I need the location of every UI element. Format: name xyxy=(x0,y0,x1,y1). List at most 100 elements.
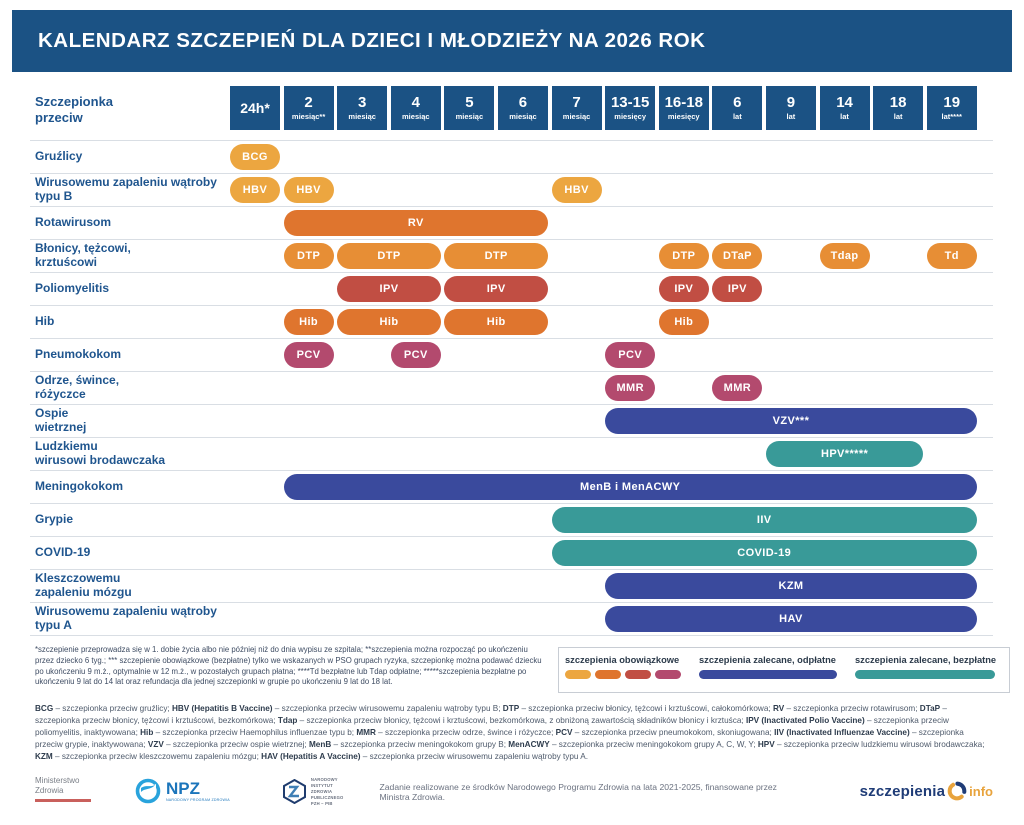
column-header: 4 miesiąc xyxy=(390,86,441,130)
legend-swatch xyxy=(655,670,681,679)
vaccine-row: Wirusowemu zapaleniu wątroby typu B HBV HBV… xyxy=(30,174,993,207)
column-header: 14 lat xyxy=(819,86,870,130)
vaccine-row: COVID-19 COVID-19 xyxy=(30,537,993,570)
nizp-hexagon-icon xyxy=(282,779,306,804)
row-label: Wirusowemu zapaleniu wątroby typu A xyxy=(35,604,217,632)
vaccine-pill: VZV*** xyxy=(605,408,977,434)
footer-bar: Ministerstwo Zdrowia NPZ NARODOWY PROGRA… xyxy=(35,776,993,806)
vaccine-pill: HBV xyxy=(551,177,602,203)
column-header: 5 miesiąc xyxy=(444,86,495,130)
vaccine-pill: Tdap xyxy=(819,243,870,269)
vaccine-row: Odrze, śwince, różyczce MMR MMR xyxy=(30,372,993,405)
header-banner: KALENDARZ SZCZEPIEŃ DLA DZIECI I MŁODZIE… xyxy=(12,10,1012,72)
column-header: 18 lat xyxy=(873,86,924,130)
column-header: 6 lat xyxy=(712,86,763,130)
schedule-table: Gruźlicy BCG Wirusowemu zapaleniu wątroby t… xyxy=(30,140,993,636)
column-header: 7 miesiąc xyxy=(551,86,602,130)
row-label: Błonicy, tężcowi, krztuścowi xyxy=(35,241,131,269)
vaccine-pill: HBV xyxy=(230,177,280,203)
legend-box: szczepienia obowiązkowe szczepienia zalec… xyxy=(558,647,1010,693)
column-header: 2 miesiąc** xyxy=(283,86,334,130)
vaccine-row: Gruźlicy BCG xyxy=(30,141,993,174)
npz-swoosh-icon xyxy=(135,778,161,804)
vaccine-row: Pneumokokom PCV PCV PCV xyxy=(30,339,993,372)
vaccine-pill: IPV xyxy=(658,276,709,302)
szczepienia-info-ring-icon xyxy=(947,781,967,801)
vaccine-pill: Td xyxy=(926,243,977,269)
row-label: COVID-19 xyxy=(35,545,91,560)
row-label: Wirusowemu zapaleniu wątroby typu B xyxy=(35,175,217,203)
vaccine-pill: Hib xyxy=(283,309,334,335)
row-label: Ospie wietrznej xyxy=(35,406,87,434)
page-title: KALENDARZ SZCZEPIEŃ DLA DZIECI I MŁODZIE… xyxy=(38,29,706,52)
vaccine-pill: DTP xyxy=(337,243,441,269)
vaccine-pill: IIV xyxy=(551,507,977,533)
column-header: 9 lat xyxy=(765,86,816,130)
column-header: 6 miesiąc xyxy=(497,86,548,130)
vaccine-pill: BCG xyxy=(230,144,280,170)
column-headers: 24h* 2 miesiąc** 3 miesiąc 4 miesiąc 5 miesiąc 6 m… xyxy=(230,86,977,130)
vaccine-row: Meningokokom MenB i MenACWY xyxy=(30,471,993,504)
vaccine-pill: COVID-19 xyxy=(551,540,977,566)
row-label: Hib xyxy=(35,314,55,329)
footnotes-text: *szczepienie przeprowadza się w 1. dobie… xyxy=(35,645,542,687)
szczepienia-info-logo: szczepienia info xyxy=(860,780,993,802)
row-label: Ludzkiemu wirusowi brodawczaka xyxy=(35,439,166,467)
axis-label: Szczepionka przeciw xyxy=(35,94,114,126)
row-label: Grypie xyxy=(35,512,74,527)
legend-swatch xyxy=(595,670,621,679)
vaccine-row: Ludzkiemu wirusowi brodawczaka HPV***** xyxy=(30,438,993,471)
vaccine-pill: MMR xyxy=(712,375,763,401)
legend-swatch xyxy=(565,670,591,679)
row-label: Poliomyelitis xyxy=(35,281,110,296)
row-label: Rotawirusom xyxy=(35,215,112,230)
row-label: Pneumokokom xyxy=(35,347,122,362)
vaccine-pill: PCV xyxy=(283,342,334,368)
vaccine-pill: PCV xyxy=(390,342,441,368)
vaccine-pill: DTP xyxy=(658,243,709,269)
vaccine-pill: MenB i MenACWY xyxy=(283,474,977,500)
nizp-pzh-logo: NARODOWY INSTYTUT ZDROWIA PUBLICZNEGO PZH – … xyxy=(282,777,344,806)
vaccine-pill: PCV xyxy=(605,342,656,368)
vaccine-row: Grypie IIV xyxy=(30,504,993,537)
vaccine-pill: Hib xyxy=(444,309,548,335)
legend-item: szczepienia zalecane, odpłatne xyxy=(699,655,837,692)
vaccine-row: Kleszczowemu zapaleniu mózgu KZM xyxy=(30,570,993,603)
npz-logo: NPZ NARODOWY PROGRAM ZDROWIA xyxy=(135,778,230,804)
column-header: 19 lat**** xyxy=(926,86,977,130)
funding-statement: Zadanie realizowane ze środków Narodoweg… xyxy=(379,782,777,802)
vaccine-row: Wirusowemu zapaleniu wątroby typu A HAV xyxy=(30,603,993,636)
vaccine-row: Poliomyelitis IPV IPV IPV IPV xyxy=(30,273,993,306)
row-label: Odrze, śwince, różyczce xyxy=(35,373,120,401)
vaccine-pill: DTP xyxy=(444,243,548,269)
legend-swatch xyxy=(625,670,651,679)
poland-flag-bar xyxy=(35,799,91,803)
column-header: 3 miesiąc xyxy=(337,86,388,130)
legend-swatch xyxy=(699,670,837,679)
vaccine-pill: HPV***** xyxy=(766,441,924,467)
column-header: 16-18 miesięcy xyxy=(658,86,709,130)
vaccine-pill: Hib xyxy=(658,309,709,335)
column-header: 24h* xyxy=(230,86,280,130)
vaccine-pill: DTP xyxy=(283,243,334,269)
row-label: Meningokokom xyxy=(35,479,124,494)
vaccine-pill: KZM xyxy=(605,573,977,599)
row-label: Kleszczowemu zapaleniu mózgu xyxy=(35,571,132,599)
legend-swatch xyxy=(855,670,995,679)
vaccine-pill: IPV xyxy=(444,276,548,302)
vaccine-row: Hib Hib Hib Hib Hib xyxy=(30,306,993,339)
vaccine-pill: MMR xyxy=(605,375,656,401)
vaccine-row: Rotawirusom RV xyxy=(30,207,993,240)
vaccine-pill: RV xyxy=(283,210,548,236)
vaccine-pill: IPV xyxy=(337,276,441,302)
vaccine-pill: HAV xyxy=(605,606,977,632)
vaccine-pill: IPV xyxy=(712,276,763,302)
ministry-of-health-logo: Ministerstwo Zdrowia xyxy=(35,776,91,803)
legend-item: szczepienia zalecane, bezpłatne xyxy=(855,655,996,692)
column-header: 13-15 miesięcy xyxy=(605,86,656,130)
vaccine-pill: HBV xyxy=(283,177,334,203)
vaccine-pill: DTaP xyxy=(712,243,763,269)
vaccine-pill: Hib xyxy=(337,309,441,335)
abbreviations-text: BCG – szczepionka przeciw gruźlicy; HBV … xyxy=(35,704,985,761)
vaccine-row: Błonicy, tężcowi, krztuścowi DTP DTP DTP DTP D… xyxy=(30,240,993,273)
